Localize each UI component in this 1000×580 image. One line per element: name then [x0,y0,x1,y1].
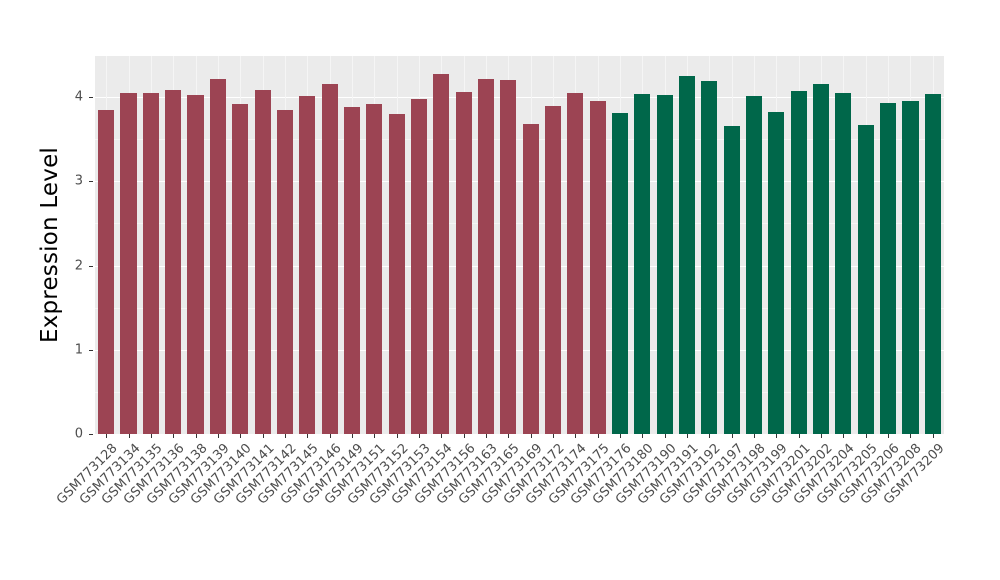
x-tick-mark [910,434,911,438]
x-tick-mark [642,434,643,438]
x-tick-mark [687,434,688,438]
y-tick-label: 2 [74,258,83,273]
x-tick-mark [330,434,331,438]
bar [634,94,651,434]
y-tick-mark [89,349,93,351]
bar [142,92,159,434]
bar [902,101,919,434]
x-tick-mark [196,434,197,438]
x-tick-mark [106,434,107,438]
y-tick-mark [89,265,93,267]
x-tick-mark [933,434,934,438]
bar [276,109,293,434]
gridline-major [95,181,944,183]
bar [813,84,830,434]
x-tick-mark [486,434,487,438]
x-tick-mark [754,434,755,438]
bar [522,123,539,434]
x-tick-mark [218,434,219,438]
bar-series [95,56,944,434]
bar [299,96,316,434]
bar [746,96,763,434]
bar [924,94,941,434]
bar [120,92,137,434]
y-tick-mark [89,434,93,435]
y-axis-ticks: 0 1 2 3 4 [0,0,95,580]
bar [165,90,182,434]
bar [232,103,249,434]
x-tick-mark [285,434,286,438]
bar [410,98,427,434]
bar [388,113,405,434]
x-tick-mark [843,434,844,438]
x-tick-mark [620,434,621,438]
bar [254,90,271,434]
bar [790,91,807,434]
gridline-minor [95,307,944,309]
gridline-major [95,97,944,98]
x-tick-mark [821,434,822,438]
bar [321,83,338,434]
x-tick-mark [464,434,465,438]
x-tick-mark [776,434,777,438]
bar [500,80,517,434]
bar [723,125,740,434]
bar [343,107,360,434]
x-tick-mark [888,434,889,438]
gridline-minor [95,139,944,141]
bar [835,92,852,434]
x-tick-mark [173,434,174,438]
gridline-minor [95,223,944,225]
bar [656,95,673,434]
x-tick-mark [508,434,509,438]
x-tick-mark [397,434,398,438]
gridline-major [95,265,944,267]
x-tick-mark [441,434,442,438]
y-tick-label: 3 [74,173,83,189]
x-tick-mark [553,434,554,438]
bar [857,124,874,434]
y-tick-label: 1 [74,342,83,358]
bar [567,92,584,434]
bar [589,101,606,434]
x-tick-mark [531,434,532,438]
bar [455,91,472,434]
x-tick-mark [732,434,733,438]
gridline-major [95,349,944,351]
x-tick-mark [129,434,130,438]
bar [477,79,495,434]
bar [366,103,383,434]
x-tick-mark [240,434,241,438]
y-tick-label: 0 [74,426,83,442]
x-tick-mark [374,434,375,438]
x-tick-mark [799,434,800,438]
x-tick-mark [598,434,599,438]
y-tick-mark [89,97,93,98]
x-tick-mark [352,434,353,438]
x-tick-mark [151,434,152,438]
bar [611,113,629,434]
bar [880,102,897,434]
bar [209,79,226,434]
x-tick-mark [307,434,308,438]
bar [701,81,718,434]
x-tick-mark [419,434,420,438]
bar [98,110,115,434]
x-tick-mark [665,434,666,438]
y-tick-mark [89,181,93,183]
bar [768,112,785,434]
bar [187,95,204,434]
x-tick-mark [709,434,710,438]
bar [679,75,696,434]
bar [544,106,562,434]
x-tick-mark [575,434,576,438]
x-tick-mark [263,434,264,438]
y-tick-label: 4 [74,89,83,105]
plot-panel [95,56,944,434]
gridline-minor [95,391,944,393]
bar [433,74,450,434]
x-tick-mark [866,434,867,438]
